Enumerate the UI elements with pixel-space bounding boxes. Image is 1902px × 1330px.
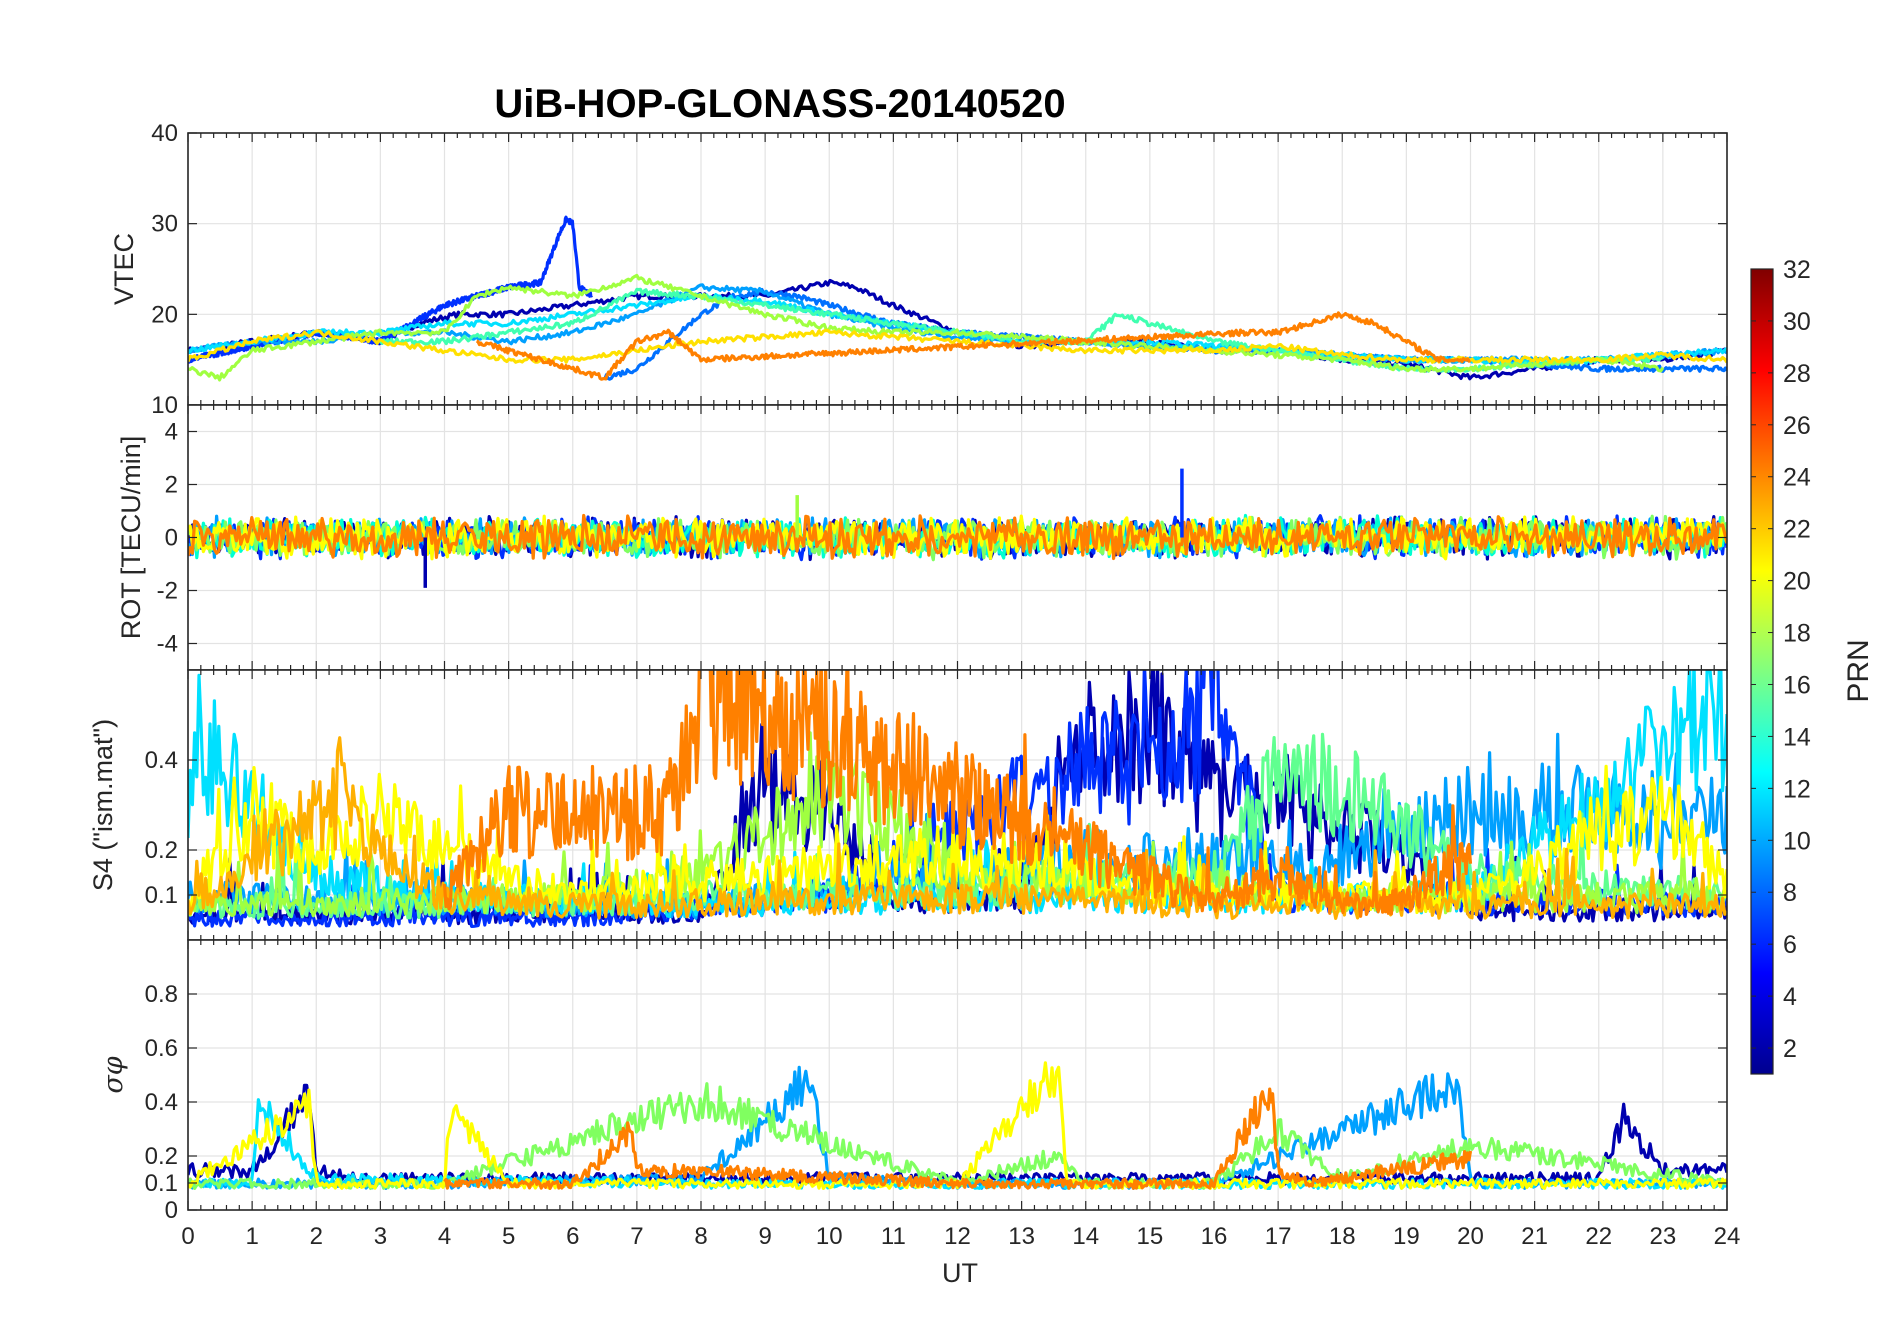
series-prn-23 [443, 1087, 1473, 1191]
x-tick-label: 22 [1585, 1223, 1612, 1250]
series-prn-23 [475, 311, 1472, 381]
y-tick-label: -4 [157, 631, 178, 658]
y-tick-label: 40 [151, 120, 178, 147]
series-prn-20 [188, 764, 1727, 915]
x-tick-label: 3 [374, 1223, 387, 1250]
y-axis-label: σφ [98, 1056, 129, 1093]
x-tick-label: 23 [1650, 1223, 1677, 1250]
colorbar-tick-label: 22 [1783, 516, 1811, 544]
colorbar-tick-label: 10 [1783, 827, 1811, 855]
colorbar-tick-label: 2 [1783, 1035, 1797, 1063]
colorbar-tick-label: 16 [1783, 671, 1811, 699]
colorbar-tick-label: 24 [1783, 464, 1811, 492]
x-tick-label: 5 [502, 1223, 515, 1250]
x-tick-label: 18 [1329, 1223, 1356, 1250]
x-tick-label: 13 [1008, 1223, 1035, 1250]
panel-sigma_phi: 00.10.2 0.4 0.6 0.8 σφ [98, 939, 1728, 1224]
y-tick-label: 4 [165, 419, 178, 446]
colorbar-tick-label: 18 [1783, 620, 1811, 648]
x-tick-label: 17 [1265, 1223, 1292, 1250]
x-tick-label: 6 [566, 1223, 579, 1250]
x-tick-label: 10 [816, 1223, 843, 1250]
x-tick-label: 19 [1393, 1223, 1420, 1250]
colorbar-tick-label: 12 [1783, 775, 1811, 803]
x-tick-label: 21 [1521, 1223, 1548, 1250]
y-axis-label: ROT [TECU/min] [116, 436, 146, 640]
x-tick-label: 15 [1137, 1223, 1164, 1250]
y-tick-label: 2 [165, 472, 178, 499]
series-prn-21 [188, 328, 1727, 364]
y-tick-label: 0.2 [145, 1143, 178, 1170]
y-tick-label: 0 [165, 525, 178, 552]
series-group [188, 468, 1727, 588]
series-prn-18 [188, 273, 1665, 382]
x-tick-label: 20 [1457, 1223, 1484, 1250]
y-axis-label: S4 ("ism.mat") [88, 719, 118, 891]
x-tick-label: 7 [630, 1223, 643, 1250]
x-tick-label: 11 [881, 1223, 906, 1250]
y-tick-label: 0 [165, 1197, 178, 1224]
colorbar-tick-label: 14 [1783, 723, 1811, 751]
y-tick-label: 20 [151, 301, 178, 328]
x-tick-label: 9 [758, 1223, 771, 1250]
x-tick-label: 4 [438, 1223, 451, 1250]
colorbar-bar [1750, 268, 1774, 1075]
x-axis: 0 1 2 3 4 5 6 7 8 9 10 11 12 13 14 15 16 17 18 19 20 21 22 23 24 [181, 1223, 1740, 1250]
colorbar-tick-label: 26 [1783, 412, 1811, 440]
colorbar-tick-label: 20 [1783, 568, 1811, 596]
colorbar-tick-label: 4 [1783, 983, 1797, 1011]
series-prn-5 [188, 215, 594, 364]
x-tick-label: 1 [245, 1223, 258, 1250]
chart-title: UiB-HOP-GLONASS-20140520 [494, 82, 1065, 126]
series-prn-23 [188, 513, 1727, 561]
y-tick-label: 0.8 [145, 981, 178, 1008]
x-tick-label: 8 [694, 1223, 707, 1250]
series-group [188, 215, 1727, 382]
panel-s4: 0.1 0.2 0.4 S4 ("ism.mat") [88, 669, 1728, 941]
colorbar-tick-label: 30 [1783, 308, 1811, 336]
x-tick-label: 14 [1072, 1223, 1099, 1250]
series-prn-23 [442, 670, 1473, 918]
x-tick-label: 0 [181, 1223, 194, 1250]
y-tick-label: -2 [157, 578, 178, 605]
colorbar-tick-label: 28 [1783, 360, 1811, 388]
panel-vtec: 10 20 30 40 VTEC [109, 120, 1728, 419]
y-tick-label: 0.4 [145, 1089, 178, 1116]
x-tick-label: 16 [1201, 1223, 1228, 1250]
y-tick-label: 0.2 [145, 837, 178, 864]
colorbar-tick-label: 8 [1783, 879, 1797, 907]
y-tick-label: 30 [151, 211, 178, 238]
x-tick-label: 12 [944, 1223, 971, 1250]
colorbar-tick-label: 6 [1783, 931, 1797, 959]
panel-rot: -4 -2 0 2 4 ROT [TECU/min] [116, 404, 1728, 671]
series-prn-20 [188, 514, 1727, 561]
y-tick-label: 0.1 [145, 882, 178, 909]
x-axis-label: UT [942, 1258, 978, 1288]
colorbar-label: PRN [1842, 639, 1875, 702]
y-tick-label: 0.4 [145, 747, 178, 774]
y-axis-label: VTEC [109, 233, 139, 305]
series-group [188, 1061, 1727, 1191]
y-tick-label: 0.6 [145, 1035, 178, 1062]
y-tick-label: 0.1 [145, 1170, 178, 1197]
colorbar-tick-label: 32 [1783, 256, 1811, 284]
series-group [188, 670, 1727, 929]
y-tick-label: 10 [151, 392, 178, 419]
x-tick-label: 24 [1714, 1223, 1741, 1250]
x-tick-label: 2 [310, 1223, 323, 1250]
